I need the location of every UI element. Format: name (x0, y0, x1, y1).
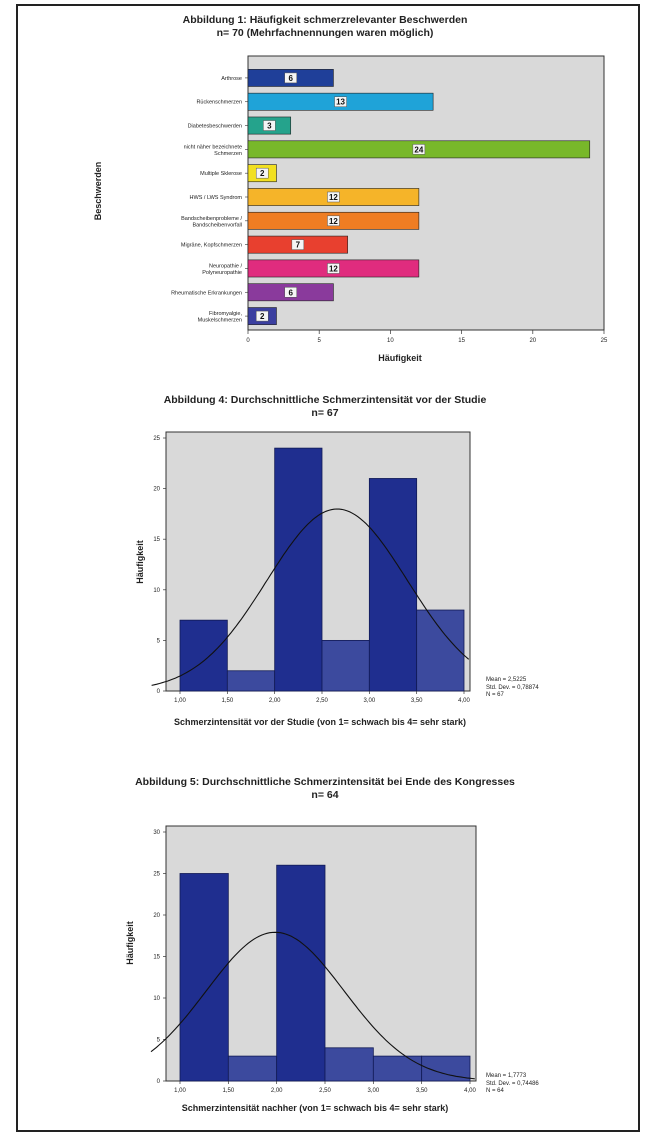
data-label-box-8 (327, 263, 340, 274)
chart3-xlabel: Schmerzintensität nachher (von 1= schwac… (181, 1103, 449, 1113)
chart2-bin-3 (321, 639, 370, 692)
chart3-x-tick-label-3: 2,50 (319, 1088, 331, 1094)
chart2-x-tick-label-4: 3,00 (363, 698, 375, 704)
chart1-svg: 6 Arthrose 13 Rückenschmerzen 3 Diabetesbesch… (171, 55, 608, 344)
chart3-y-tick-label-5: 25 (153, 872, 160, 878)
category-label-3-cont: Schmerzen (214, 151, 242, 157)
category-label-4: Multiple Sklerose (200, 171, 242, 177)
chart3-y-tick-label-0: 0 (157, 1079, 161, 1085)
chart3-bin-2 (276, 864, 326, 1082)
category-label-3: nicht näher bezeichnete (184, 144, 242, 150)
chart3-y-tick-label-1: 5 (157, 1038, 161, 1044)
data-label-6: 12 (329, 217, 338, 226)
chart2-x-tick-label-0: 1,00 (174, 698, 186, 704)
data-label-box-7 (291, 239, 305, 250)
data-label-0: 6 (288, 74, 293, 83)
data-label-box-0 (284, 72, 297, 84)
chart3-bin-3 (324, 1047, 374, 1082)
chart2-bin-4 (368, 478, 418, 692)
chart3-x-tick-label-4: 3,00 (367, 1088, 379, 1094)
chart3-bin-1 (227, 1055, 278, 1082)
chart3-x-tick-label-5: 3,50 (416, 1088, 428, 1094)
chart2-y-tick-label-0: 0 (157, 689, 161, 695)
x-tick-label-5: 25 (601, 338, 608, 344)
chart2-bin-1 (226, 670, 276, 692)
chart2-bin-0 (179, 619, 228, 692)
x-tick-label-1: 5 (318, 338, 322, 344)
chart2-xlabel: Schmerzintensität vor der Studie (von 1=… (173, 717, 467, 727)
chart2-y-tick-label-5: 25 (153, 436, 160, 442)
data-label-box-2 (263, 120, 276, 131)
data-label-10: 2 (260, 312, 265, 321)
data-label-8: 12 (329, 264, 338, 273)
data-label-box-3 (412, 144, 426, 155)
data-label-1: 13 (336, 98, 345, 107)
chart2-y-tick-label-1: 5 (157, 638, 161, 644)
chart2-y-tick-label-2: 10 (153, 588, 160, 594)
chart3-bin-4 (372, 1055, 423, 1082)
category-label-8-cont: Polyneuropathie (202, 270, 242, 276)
chart1-title: Abbildung 1: Häufigkeit schmerzrelevante… (182, 14, 468, 39)
chart3-y-tick-label-6: 30 (153, 830, 160, 836)
chart2-svg: 0 5 10 15 20 25 1,00 1,50 2,00 2,50 3,00 3,50 4,00 (151, 431, 471, 704)
chart3-y-tick-label-3: 15 (153, 955, 160, 961)
chart2-x-tick-label-3: 2,50 (316, 698, 328, 704)
chart2-y-tick-label-4: 20 (153, 487, 160, 493)
chart2-x-tick-label-1: 1,50 (221, 698, 233, 704)
chart2-x-tick-label-6: 4,00 (458, 698, 470, 704)
chart2-title: Abbildung 4: Durchschnittliche Schmerzin… (163, 394, 487, 419)
category-label-8: Neuropathie / (209, 263, 242, 269)
data-label-box-5 (327, 191, 340, 203)
chart3-x-tick-label-1: 1,50 (222, 1088, 234, 1094)
category-label-2: Diabetesbeschwerden (188, 124, 242, 130)
chart3-x-tick-label-0: 1,00 (174, 1088, 186, 1094)
x-tick-label-4: 20 (529, 338, 536, 344)
data-label-5: 12 (329, 193, 338, 202)
category-label-10-cont: Muskelschmerzen (198, 318, 242, 324)
chart3-y-tick-label-2: 10 (153, 996, 160, 1002)
chart2-normal-curve (151, 508, 470, 686)
chart2-stats: Mean = 2,5225 Std. Dev. = 0,78874 N = 67 (486, 677, 539, 698)
category-label-9: Rheumatische Erkrankungen (171, 290, 242, 296)
chart2-bin-5 (416, 609, 465, 692)
chart2-x-tick-label-5: 3,50 (411, 698, 423, 704)
category-label-0: Arthrose (221, 76, 242, 82)
data-label-9: 6 (288, 288, 293, 297)
data-label-7: 7 (296, 241, 301, 250)
category-label-10: Fibromyalgie, (209, 311, 242, 317)
category-label-6-cont: Bandscheibenvorfall (192, 222, 242, 228)
data-label-2: 3 (267, 122, 272, 131)
chart3-title: Abbildung 5: Durchschnittliche Schmerzin… (135, 776, 515, 801)
chart3-normal-curve (150, 931, 475, 1080)
chart3-svg: 0 5 10 15 20 25 30 1,00 1,50 2,00 2,50 3,00 3,50 4,00 (150, 825, 477, 1094)
chart3-x-tick-label-2: 2,00 (271, 1088, 283, 1094)
chart1-xlabel: Häufigkeit (378, 353, 422, 363)
chart3-y-tick-label-4: 20 (153, 913, 160, 919)
chart3-stats: Mean = 1,7773 Std. Dev. = 0,74486 N = 64 (486, 1073, 539, 1094)
x-tick-label-3: 15 (458, 338, 465, 344)
data-label-box-6 (327, 215, 340, 227)
category-label-1: Rückenschmerzen (196, 100, 242, 106)
chart3-x-tick-label-6: 4,00 (464, 1088, 476, 1094)
data-label-box-4 (255, 167, 269, 179)
data-label-4: 2 (260, 169, 265, 178)
chart2-x-tick-label-2: 2,00 (269, 698, 281, 704)
chart2-y-tick-label-3: 15 (153, 537, 160, 543)
x-tick-label-2: 10 (387, 338, 394, 344)
chart2-bin-2 (274, 447, 323, 692)
data-label-box-1 (334, 96, 347, 107)
data-label-box-10 (255, 310, 269, 322)
x-tick-label-0: 0 (246, 338, 250, 344)
chart3-bin-0 (179, 873, 229, 1082)
data-label-box-9 (284, 287, 297, 298)
category-label-5: HWS / LWS Syndrom (190, 195, 243, 201)
data-label-3: 24 (414, 145, 423, 154)
category-label-7: Migräne, Kopfschmerzen (181, 243, 242, 249)
category-label-6: Bandscheibenprobleme / (181, 216, 242, 222)
